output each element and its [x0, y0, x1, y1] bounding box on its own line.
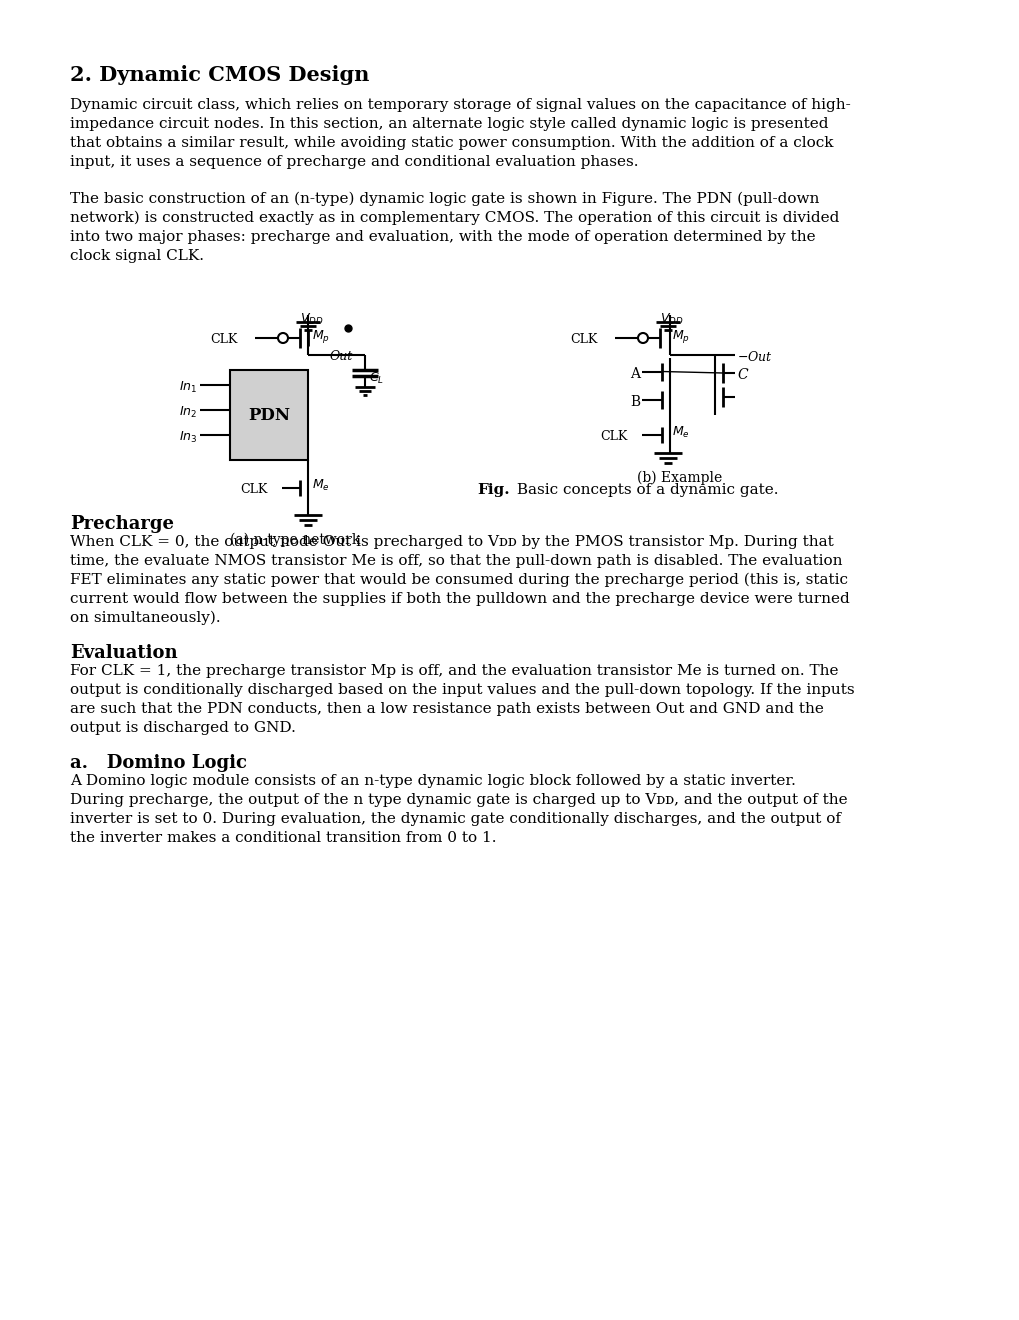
- Text: During precharge, the output of the n type dynamic gate is charged up to Vᴅᴅ, an: During precharge, the output of the n ty…: [70, 793, 847, 807]
- Text: The basic construction of an (n-type) dynamic logic gate is shown in Figure. The: The basic construction of an (n-type) dy…: [70, 191, 818, 206]
- Text: into two major phases: precharge and evaluation, with the mode of operation dete: into two major phases: precharge and eva…: [70, 230, 815, 244]
- Text: C: C: [737, 368, 747, 381]
- Text: $In_2$: $In_2$: [178, 405, 197, 420]
- Text: 2. Dynamic CMOS Design: 2. Dynamic CMOS Design: [70, 65, 369, 84]
- Text: PDN: PDN: [248, 407, 289, 424]
- Text: CLK: CLK: [570, 333, 597, 346]
- Text: FET eliminates any static power that would be consumed during the precharge peri: FET eliminates any static power that wou…: [70, 573, 847, 587]
- Text: (a) n-type network: (a) n-type network: [229, 533, 360, 548]
- Text: $M_p$: $M_p$: [312, 327, 329, 345]
- Text: clock signal CLK.: clock signal CLK.: [70, 249, 204, 263]
- Text: CLK: CLK: [210, 333, 237, 346]
- Text: Out: Out: [330, 350, 353, 363]
- Text: $In_1$: $In_1$: [178, 380, 197, 395]
- Text: Evaluation: Evaluation: [70, 644, 177, 663]
- Text: $In_3$: $In_3$: [178, 430, 197, 445]
- Text: a.   Domino Logic: a. Domino Logic: [70, 754, 247, 772]
- Text: When CLK = 0, the output node Out is precharged to Vᴅᴅ by the PMOS transistor Mp: When CLK = 0, the output node Out is pre…: [70, 535, 833, 549]
- Text: the inverter makes a conditional transition from 0 to 1.: the inverter makes a conditional transit…: [70, 832, 496, 845]
- Text: For CLK = 1, the precharge transistor Mp is off, and the evaluation transistor M: For CLK = 1, the precharge transistor Mp…: [70, 664, 838, 678]
- Text: $M_e$: $M_e$: [312, 478, 329, 494]
- Text: Fig.: Fig.: [477, 483, 510, 498]
- Text: impedance circuit nodes. In this section, an alternate logic style called dynami: impedance circuit nodes. In this section…: [70, 117, 827, 131]
- Text: B: B: [630, 395, 639, 409]
- Text: $-$Out: $-$Out: [737, 350, 772, 364]
- Text: $M_e$: $M_e$: [672, 425, 689, 440]
- Text: inverter is set to 0. During evaluation, the dynamic gate conditionally discharg: inverter is set to 0. During evaluation,…: [70, 812, 841, 826]
- Text: input, it uses a sequence of precharge and conditional evaluation phases.: input, it uses a sequence of precharge a…: [70, 154, 638, 169]
- Text: (b) Example: (b) Example: [637, 471, 721, 486]
- Text: CLK: CLK: [599, 430, 627, 444]
- Text: Dynamic circuit class, which relies on temporary storage of signal values on the: Dynamic circuit class, which relies on t…: [70, 98, 850, 112]
- Text: are such that the PDN conducts, then a low resistance path exists between Out an: are such that the PDN conducts, then a l…: [70, 702, 823, 715]
- Bar: [229, 370, 308, 459]
- Text: output is conditionally discharged based on the input values and the pull-down t: output is conditionally discharged based…: [70, 682, 854, 697]
- Text: $V_{DD}$: $V_{DD}$: [659, 312, 683, 327]
- Text: Basic concepts of a dynamic gate.: Basic concepts of a dynamic gate.: [512, 483, 777, 498]
- Text: A Domino logic module consists of an n-type dynamic logic block followed by a st: A Domino logic module consists of an n-t…: [70, 774, 795, 788]
- Text: CLK: CLK: [239, 483, 267, 496]
- Text: $C_L$: $C_L$: [369, 371, 384, 385]
- Text: $V_{DD}$: $V_{DD}$: [300, 312, 323, 327]
- Text: on simultaneously).: on simultaneously).: [70, 611, 220, 626]
- Text: current would flow between the supplies if both the pulldown and the precharge d: current would flow between the supplies …: [70, 591, 849, 606]
- Text: that obtains a similar result, while avoiding static power consumption. With the: that obtains a similar result, while avo…: [70, 136, 833, 150]
- Text: time, the evaluate NMOS transistor Me is off, so that the pull-down path is disa: time, the evaluate NMOS transistor Me is…: [70, 554, 842, 568]
- Text: network) is constructed exactly as in complementary CMOS. The operation of this : network) is constructed exactly as in co…: [70, 211, 839, 226]
- Text: output is discharged to GND.: output is discharged to GND.: [70, 721, 296, 735]
- Text: A: A: [630, 367, 639, 380]
- Text: $M_p$: $M_p$: [672, 327, 689, 345]
- Text: Precharge: Precharge: [70, 515, 174, 533]
